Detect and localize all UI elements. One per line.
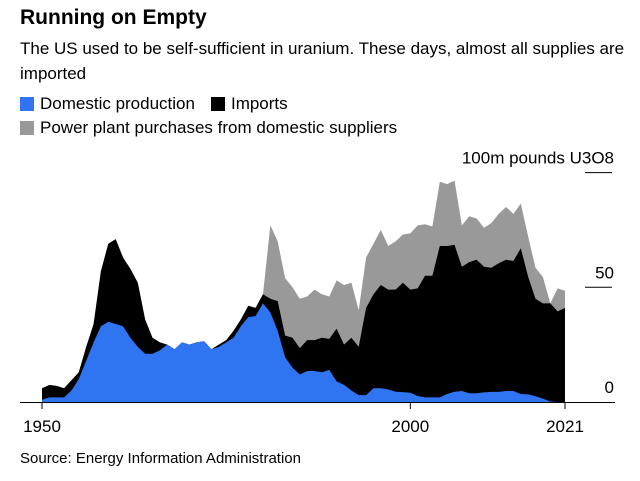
legend-item-imports: Imports: [210, 94, 288, 114]
legend-swatch-imports: [210, 97, 225, 111]
legend-label-imports: Imports: [230, 94, 288, 113]
legend-swatch-purchases: [20, 121, 34, 135]
legend-item-domestic: Domestic production: [20, 94, 195, 114]
legend-row-2: Power plant purchases from domestic supp…: [20, 118, 413, 138]
chart-subtitle: The US used to be self-sufficient in ura…: [20, 39, 625, 83]
y-tick-label: 50: [595, 263, 614, 282]
source-note: Source: Energy Information Administratio…: [20, 450, 301, 467]
legend-item-purchases: Power plant purchases from domestic supp…: [20, 118, 397, 138]
legend-label-domestic: Domestic production: [40, 94, 195, 113]
legend-label-purchases: Power plant purchases from domestic supp…: [40, 118, 398, 137]
x-tick-label: 1950: [23, 417, 61, 436]
legend-row-1: Domestic production Imports: [20, 94, 304, 114]
y-tick-label: 100m pounds U3O8: [462, 149, 614, 168]
x-tick-label: 2000: [391, 417, 429, 436]
chart-title: Running on Empty: [20, 6, 207, 29]
area-domestic-production: [42, 303, 565, 402]
y-tick-label: 0: [605, 378, 614, 397]
x-tick-label: 2021: [546, 417, 584, 436]
legend-swatch-domestic: [20, 97, 34, 111]
